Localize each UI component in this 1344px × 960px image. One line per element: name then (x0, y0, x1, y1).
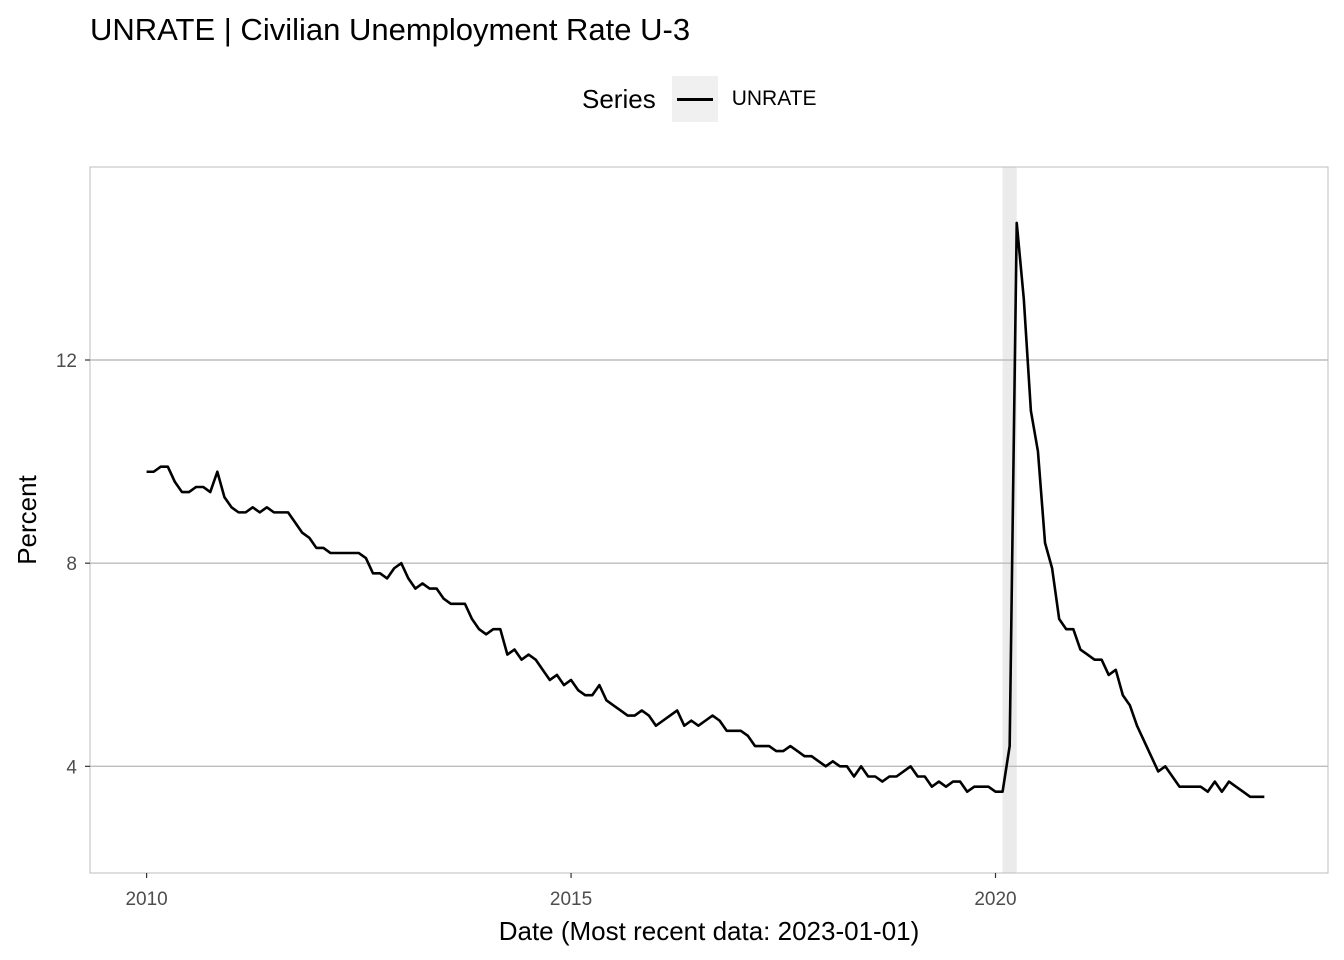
legend-label: UNRATE (731, 87, 817, 110)
legend-key-line (676, 98, 713, 101)
x-tick-label: 2020 (974, 889, 1016, 910)
x-axis-label: Date (Most recent data: 2023-01-01) (499, 916, 920, 946)
series-line-unrate (146, 221, 1265, 799)
recession-band (1002, 167, 1017, 873)
x-tick-label: 2015 (550, 889, 592, 910)
x-tick-label: 2010 (125, 889, 167, 910)
y-tick-label: 4 (66, 757, 77, 778)
y-axis-label: Percent (12, 474, 42, 564)
grid-layer (90, 359, 1328, 768)
y-tick-label: 12 (56, 351, 77, 372)
y-tick-label: 8 (66, 554, 77, 575)
panel-border (89, 166, 1329, 874)
legend-key (671, 76, 718, 122)
legend: Series UNRATE (582, 76, 816, 122)
line-layer (146, 221, 1265, 799)
recession-layer (1002, 167, 1017, 873)
axis-layer: 4 8 12 2010 2015 2020 (56, 351, 1017, 910)
chart-title: UNRATE | Civilian Unemployment Rate U-3 (90, 12, 691, 47)
legend-title: Series (582, 83, 656, 114)
